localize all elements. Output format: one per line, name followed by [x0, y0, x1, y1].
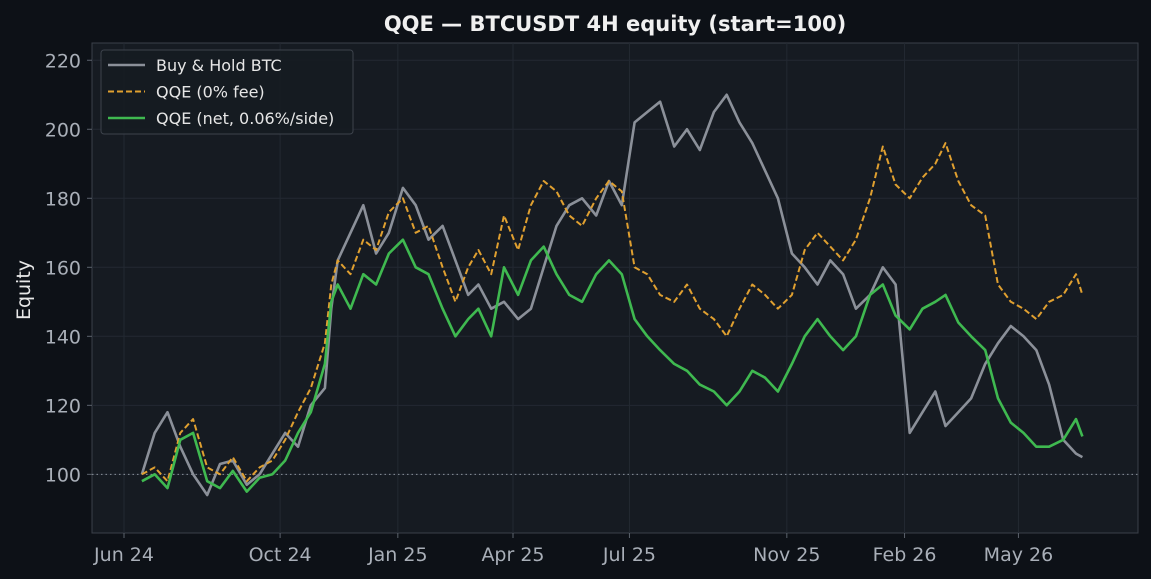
series-line-qqe-net-0-06-side	[141, 238, 1084, 493]
y-tick-label: 100	[45, 464, 81, 486]
x-tick-label: Feb 26	[873, 544, 937, 566]
y-tick-label: 120	[45, 395, 81, 417]
x-tick-label: Jul 25	[602, 544, 656, 566]
x-axis-ticks: Jun 24 Oct 24 Jan 25 Apr 25 Jul 25 Nov 25 Feb …	[93, 533, 1053, 566]
x-tick-label: Jan 25	[367, 544, 428, 566]
series-lines	[140, 93, 1084, 497]
x-tick-label: Oct 24	[249, 544, 312, 566]
x-tick-label: Apr 25	[481, 544, 544, 566]
y-axis-ticks: 100 120 140 160 180 200 220	[45, 50, 92, 486]
y-tick-label: 160	[45, 257, 81, 279]
y-tick-label: 200	[45, 119, 81, 141]
legend-label: Buy & Hold BTC	[156, 56, 282, 75]
y-axis-label: Equity	[13, 260, 35, 320]
x-tick-label: Nov 25	[753, 544, 820, 566]
x-tick-label: Jun 24	[93, 544, 154, 566]
x-tick-label: May 26	[984, 544, 1054, 566]
legend: Buy & Hold BTC QQE (0% fee) QQE (net, 0.06…	[100, 49, 354, 135]
legend-label: QQE (0% fee)	[156, 83, 265, 102]
y-tick-label: 220	[45, 50, 81, 72]
legend-label: QQE (net, 0.06%/side)	[156, 109, 334, 128]
series-line-qqe-0-fee	[141, 142, 1084, 483]
legend-box	[100, 49, 354, 135]
y-tick-label: 140	[45, 326, 81, 348]
chart-title: QQE — BTCUSDT 4H equity (start=100)	[384, 12, 846, 36]
y-tick-label: 180	[45, 188, 81, 210]
